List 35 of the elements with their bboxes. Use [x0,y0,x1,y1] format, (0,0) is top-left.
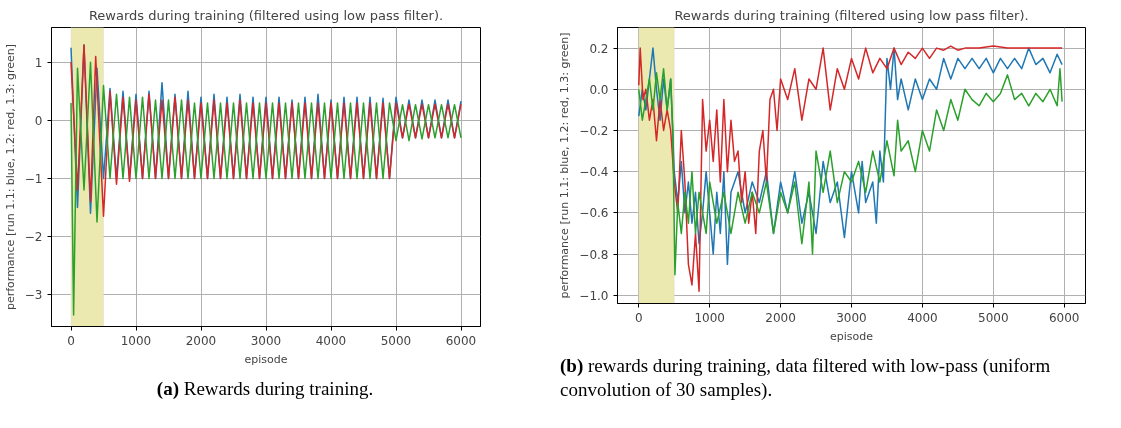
y-tick-label: 0.0 [589,82,609,97]
text: (b) rewards during training, data filtered with low-pass (uniform convolution of 30 samples). [560,354,1052,402]
x-tick-label: 3000 [836,310,867,325]
chart-title: Rewards during training (filtered using low pass filter). [88,7,444,23]
y-axis-title: performance [run 1.1: blue, 1.2: red, 1.3: green] [3,43,17,311]
y-tick-label: 1 [34,55,43,70]
x-axis-title: episode [244,352,288,366]
chart-title: Rewards during training (filtered using low pass filter). [674,7,1029,23]
y-tick-label: −1 [24,171,43,186]
y-tick-label: 0 [34,113,43,128]
y-tick-label: −0.2 [579,123,609,138]
y-tick-label: −0.8 [579,247,609,262]
x-tick-label: 6000 [445,333,477,348]
y-tick-label: −0.6 [579,206,609,221]
x-tick-label: 4000 [907,310,938,325]
x-tick-label: 0 [67,333,75,348]
x-tick-label: 6000 [1048,310,1080,325]
y-axis-title: performance [run 1.1: blue, 1.2: red, 1.3: green] [558,32,572,299]
x-tick-label: 3000 [250,333,282,348]
x-tick-label: 2000 [185,333,217,348]
x-axis-title: episode [829,329,874,343]
y-tick-label: −2 [24,230,43,245]
y-tick-label: −0.4 [579,165,609,180]
x-tick-label: 1000 [694,310,725,325]
y-tick-label: −3 [24,288,43,303]
y-tick-label: 0.2 [589,41,609,56]
x-tick-label: 5000 [380,333,412,348]
line-series [70,61,462,316]
y-tick-label: −1.0 [579,288,609,303]
x-tick-label: 2000 [765,310,796,325]
x-tick-label: 4000 [315,333,347,348]
x-tick-label: 5000 [978,310,1009,325]
x-tick-label: 1000 [120,333,152,348]
x-tick-label: 0 [634,310,643,325]
text: (a) Rewards during training. [155,377,375,401]
